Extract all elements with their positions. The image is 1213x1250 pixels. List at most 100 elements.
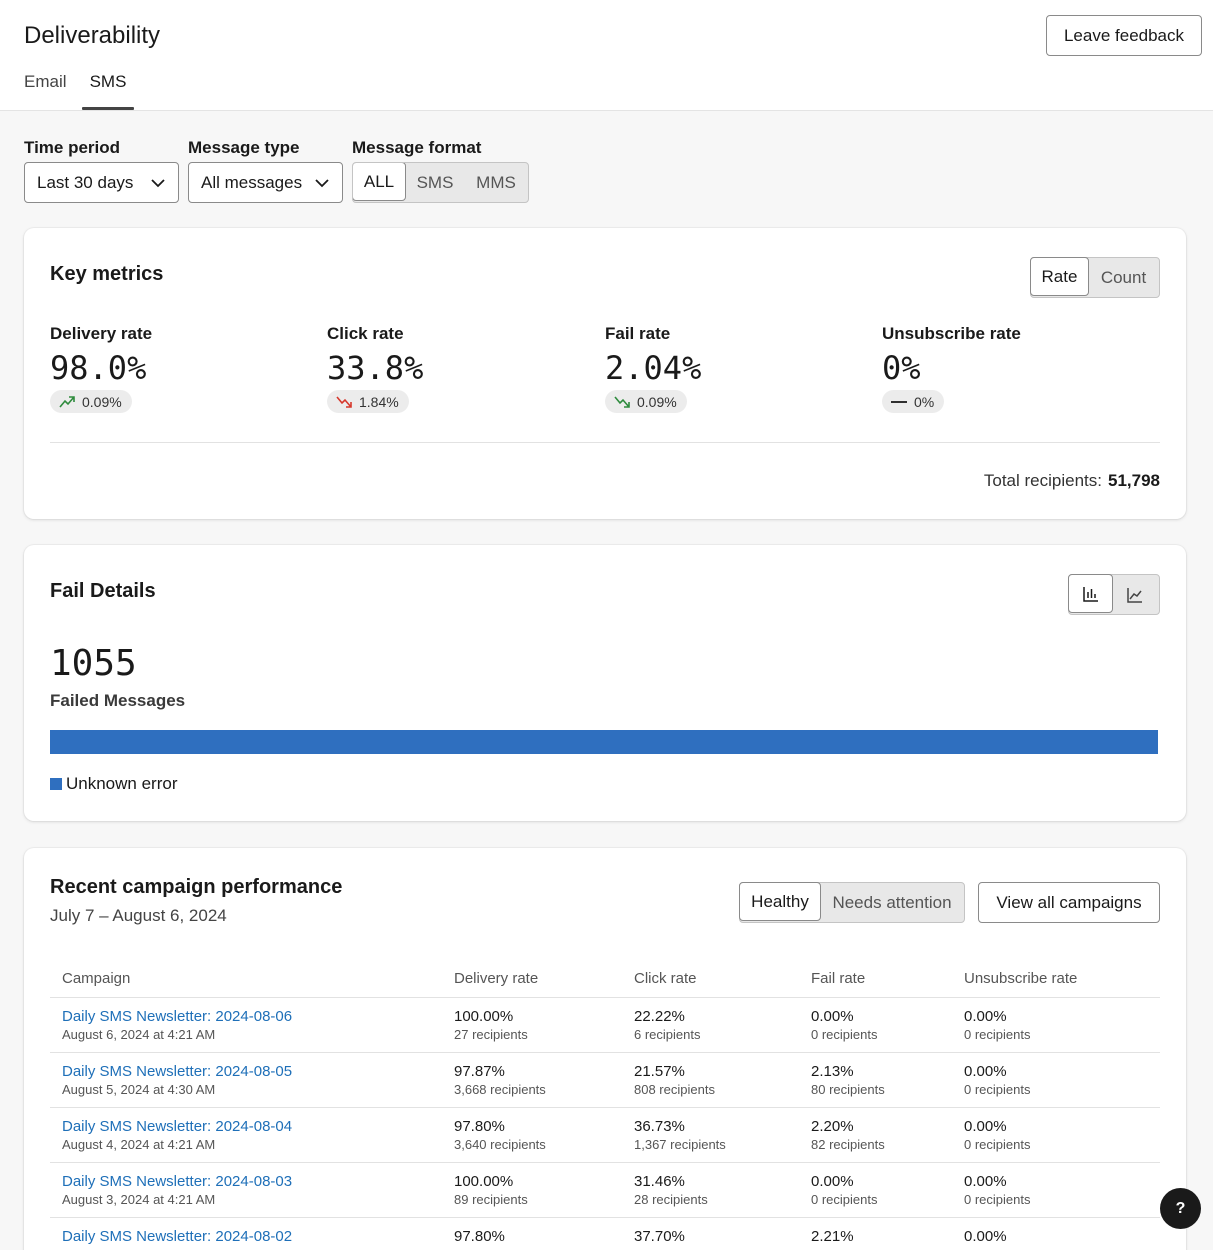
message-type-label: Message type	[188, 138, 300, 157]
delivery-cell: 97.80% 3,640 recipients	[442, 1107, 622, 1163]
healthy-option[interactable]: Healthy	[739, 882, 821, 921]
metric-label: Click rate	[327, 324, 404, 343]
format-all-option[interactable]: ALL	[353, 163, 406, 201]
failed-messages-count: 1055	[50, 643, 137, 684]
divider	[50, 442, 1160, 443]
unsubscribe-rate-value: 0.00%	[964, 1007, 1007, 1025]
view-all-campaigns-button[interactable]: View all campaigns	[978, 882, 1160, 923]
campaign-date: August 5, 2024 at 4:30 AM	[62, 1081, 216, 1097]
campaign-date: August 4, 2024 at 4:21 AM	[62, 1136, 216, 1152]
unsubscribe-rate-value: 0.00%	[964, 1062, 1007, 1080]
campaign-cell: Daily SMS Newsletter: 2024-08-06 August 6…	[50, 997, 442, 1053]
fail-rate-value: 2.13%	[811, 1062, 854, 1080]
table-row: Daily SMS Newsletter: 2024-08-05 August 5…	[50, 1052, 1160, 1108]
message-format-label: Message format	[352, 138, 482, 157]
trend-down-icon	[614, 395, 630, 408]
format-mms-option[interactable]: MMS	[476, 172, 516, 192]
metric-value: 33.8%	[327, 349, 424, 387]
table-row: Daily SMS Newsletter: 2024-08-04 August 4…	[50, 1107, 1160, 1163]
key-metrics-card: Key metrics Rate Count Delivery rate 98.…	[24, 228, 1186, 519]
metric-value: 0%	[882, 349, 921, 387]
bar-chart-icon	[1082, 586, 1098, 602]
metric-change-value: 0%	[914, 393, 935, 410]
click-cell: 22.22% 6 recipients	[622, 997, 799, 1053]
unsubscribe-recipients: 0 recipients	[964, 1081, 1031, 1097]
unsubscribe-recipients: 0 recipients	[964, 1026, 1031, 1042]
time-period-select[interactable]: Last 30 days	[24, 162, 179, 203]
line-chart-view-button[interactable]	[1112, 575, 1157, 614]
page-header: Deliverability Leave feedback Email SMS	[0, 0, 1213, 111]
campaign-table: Campaign Delivery rate Click rate Fail r…	[50, 961, 1160, 1250]
metric-change-value: 1.84%	[359, 393, 399, 410]
message-format-filter: Message format ALL SMS MMS	[352, 138, 529, 203]
metric-value: 2.04%	[605, 349, 702, 387]
leave-feedback-button[interactable]: Leave feedback	[1046, 15, 1202, 56]
metric-change-badge: 0.09%	[50, 390, 132, 413]
table-row: Daily SMS Newsletter: 2024-08-03 August 3…	[50, 1162, 1160, 1218]
click-rate-value: 36.73%	[634, 1117, 685, 1135]
format-sms-option[interactable]: SMS	[416, 172, 454, 192]
metric-label: Unsubscribe rate	[882, 324, 1021, 343]
message-type-select[interactable]: All messages	[188, 162, 343, 203]
unsubscribe-cell: 0.00%	[952, 1217, 1160, 1250]
fail-recipients: 80 recipients	[811, 1081, 885, 1097]
metric-change-badge: 0%	[882, 390, 945, 413]
delivery-cell: 100.00% 89 recipients	[442, 1162, 622, 1218]
chart-type-toggle	[1068, 574, 1160, 615]
tab-email[interactable]: Email	[24, 72, 67, 91]
delivery-rate-metric: Delivery rate 98.0% 0.09%	[50, 324, 152, 414]
fail-legend: Unknown error	[50, 774, 178, 794]
click-rate-value: 22.22%	[634, 1007, 685, 1025]
campaign-link[interactable]: Daily SMS Newsletter: 2024-08-06	[62, 1007, 293, 1025]
delivery-rate-value: 100.00%	[454, 1172, 514, 1190]
health-toggle: Healthy Needs attention	[739, 882, 965, 923]
campaign-cell: Daily SMS Newsletter: 2024-08-02	[50, 1217, 442, 1250]
unsubscribe-rate-value: 0.00%	[964, 1117, 1007, 1135]
click-recipients: 1,367 recipients	[634, 1136, 726, 1152]
unsubscribe-cell: 0.00% 0 recipients	[952, 1107, 1160, 1163]
delivery-cell: 97.80%	[442, 1217, 622, 1250]
campaign-link[interactable]: Daily SMS Newsletter: 2024-08-04	[62, 1117, 293, 1135]
fail-details-card: Fail Details 1055 Failed Messages Unknow…	[24, 545, 1186, 821]
total-recipients-label: Total recipients:	[983, 471, 1102, 490]
fail-rate-value: 0.00%	[811, 1172, 854, 1190]
trend-flat-icon	[891, 400, 907, 403]
rate-option[interactable]: Rate	[1030, 257, 1089, 296]
fail-details-title: Fail Details	[50, 580, 156, 602]
delivery-rate-value: 97.80%	[454, 1227, 505, 1245]
column-header: Delivery rate	[442, 961, 622, 998]
needs-attention-option[interactable]: Needs attention	[832, 892, 952, 912]
unsubscribe-cell: 0.00% 0 recipients	[952, 1162, 1160, 1218]
click-cell: 36.73% 1,367 recipients	[622, 1107, 799, 1163]
fail-rate-metric: Fail rate 2.04% 0.09%	[605, 324, 701, 414]
help-button[interactable]: ?	[1160, 1188, 1201, 1229]
campaign-cell: Daily SMS Newsletter: 2024-08-04 August 4…	[50, 1107, 442, 1163]
table-row: Daily SMS Newsletter: 2024-08-06 August 6…	[50, 997, 1160, 1053]
campaign-performance-card: Recent campaign performance July 7 – Aug…	[24, 848, 1186, 1250]
click-rate-value: 37.70%	[634, 1227, 685, 1245]
campaign-link[interactable]: Daily SMS Newsletter: 2024-08-05	[62, 1062, 293, 1080]
unsubscribe-cell: 0.00% 0 recipients	[952, 997, 1160, 1053]
delivery-recipients: 27 recipients	[454, 1026, 528, 1042]
campaign-link[interactable]: Daily SMS Newsletter: 2024-08-02	[62, 1227, 293, 1245]
chevron-down-icon	[315, 178, 329, 187]
delivery-recipients: 3,668 recipients	[454, 1081, 546, 1097]
bar-chart-view-button[interactable]	[1068, 574, 1113, 613]
key-metrics-title: Key metrics	[50, 263, 164, 285]
count-option[interactable]: Count	[1100, 267, 1147, 287]
line-chart-icon	[1126, 587, 1142, 603]
legend-label: Unknown error	[66, 774, 178, 793]
delivery-rate-value: 97.87%	[454, 1062, 505, 1080]
fail-cell: 2.13% 80 recipients	[799, 1052, 952, 1108]
fail-cell: 0.00% 0 recipients	[799, 997, 952, 1053]
metric-value: 98.0%	[50, 349, 147, 387]
tab-sms[interactable]: SMS	[82, 68, 134, 111]
campaign-link[interactable]: Daily SMS Newsletter: 2024-08-03	[62, 1172, 293, 1190]
unsubscribe-rate-value: 0.00%	[964, 1227, 1007, 1245]
campaign-date: August 6, 2024 at 4:21 AM	[62, 1026, 216, 1042]
column-header: Unsubscribe rate	[952, 961, 1160, 998]
failed-messages-label: Failed Messages	[50, 691, 186, 710]
total-recipients-value: 51,798	[1108, 471, 1160, 490]
table-row: Daily SMS Newsletter: 2024-08-02 97.80% …	[50, 1217, 1160, 1250]
unsubscribe-cell: 0.00% 0 recipients	[952, 1052, 1160, 1108]
